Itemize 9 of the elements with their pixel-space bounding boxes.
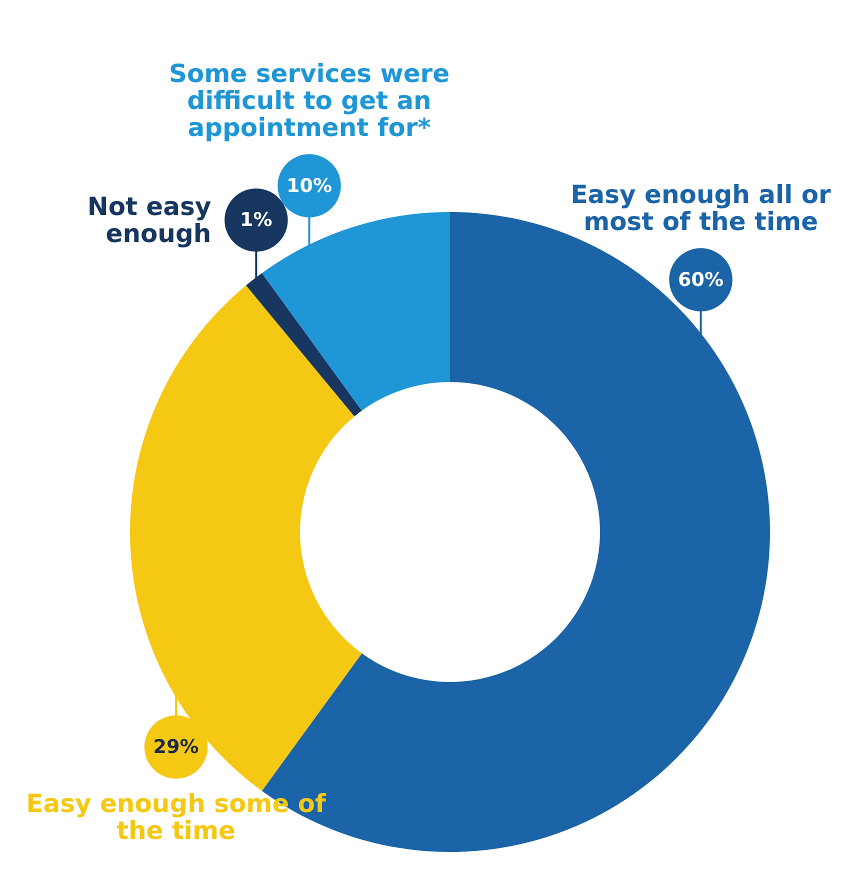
slice-label: Easy enough all or most of the time — [570, 180, 832, 236]
slice-label: Some services were difficult to get an appointment for* — [168, 58, 450, 142]
data-label: 10% — [286, 174, 332, 197]
donut-slice — [130, 285, 362, 791]
slice-label: Not easy enough — [87, 192, 212, 248]
data-label: 60% — [678, 268, 724, 291]
slice-label: Easy enough some of the time — [26, 789, 328, 846]
data-label: 1% — [240, 209, 272, 232]
data-label: 29% — [153, 736, 199, 758]
